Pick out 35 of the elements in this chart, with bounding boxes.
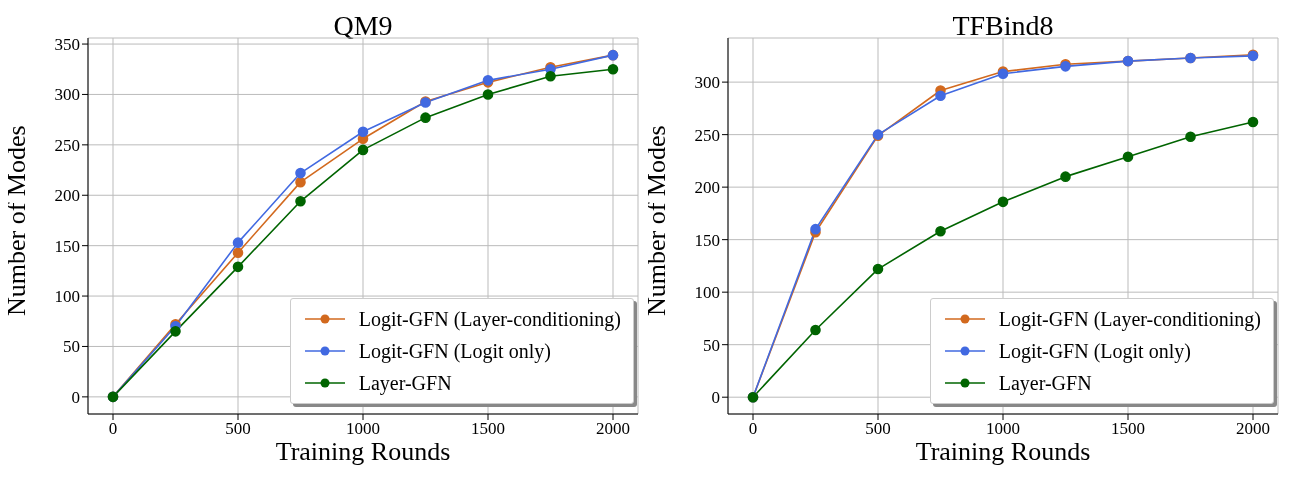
x-tick-label: 500 bbox=[225, 419, 251, 439]
legend-label: Logit-GFN (Layer-conditioning) bbox=[998, 307, 1261, 333]
chart-title: QM9 bbox=[332, 10, 394, 42]
x-axis-title: Training Rounds bbox=[915, 437, 1091, 466]
legend-label: Layer-GFN bbox=[998, 371, 1092, 397]
y-tick-label: 50 bbox=[703, 335, 720, 355]
y-tick-label: 150 bbox=[54, 236, 80, 256]
y-tick-label: 100 bbox=[694, 283, 720, 303]
legend-label: Logit-GFN (Logit only) bbox=[358, 339, 551, 365]
y-tick-label: 0 bbox=[711, 388, 720, 408]
y-tick-label: 250 bbox=[694, 125, 720, 145]
y-tick-label: 200 bbox=[694, 178, 720, 198]
x-tick-label: 500 bbox=[865, 419, 891, 439]
y-tick-label: 100 bbox=[54, 287, 80, 307]
y-tick-label: 350 bbox=[54, 35, 80, 55]
legend-label: Logit-GFN (Layer-conditioning) bbox=[358, 307, 621, 333]
y-tick-label: 300 bbox=[694, 73, 720, 93]
legend-label: Layer-GFN bbox=[358, 371, 452, 397]
legend-label: Logit-GFN (Logit only) bbox=[998, 339, 1191, 365]
x-tick-label: 2000 bbox=[596, 419, 630, 439]
chart-title: TFBind8 bbox=[951, 10, 1055, 42]
y-tick-label: 0 bbox=[71, 387, 80, 407]
x-tick-label: 1000 bbox=[986, 419, 1020, 439]
y-tick-label: 150 bbox=[694, 230, 720, 250]
y-tick-label: 50 bbox=[63, 337, 80, 357]
x-tick-label: 0 bbox=[748, 419, 758, 439]
x-tick-label: 1000 bbox=[346, 419, 380, 439]
y-tick-label: 200 bbox=[54, 186, 80, 206]
y-tick-label: 300 bbox=[54, 85, 80, 105]
x-tick-label: 0 bbox=[108, 419, 118, 439]
x-tick-label: 1500 bbox=[1111, 419, 1145, 439]
x-tick-label: 1500 bbox=[471, 419, 505, 439]
y-tick-label: 250 bbox=[54, 135, 80, 155]
x-tick-label: 2000 bbox=[1236, 419, 1270, 439]
x-axis-title: Training Rounds bbox=[275, 437, 451, 466]
